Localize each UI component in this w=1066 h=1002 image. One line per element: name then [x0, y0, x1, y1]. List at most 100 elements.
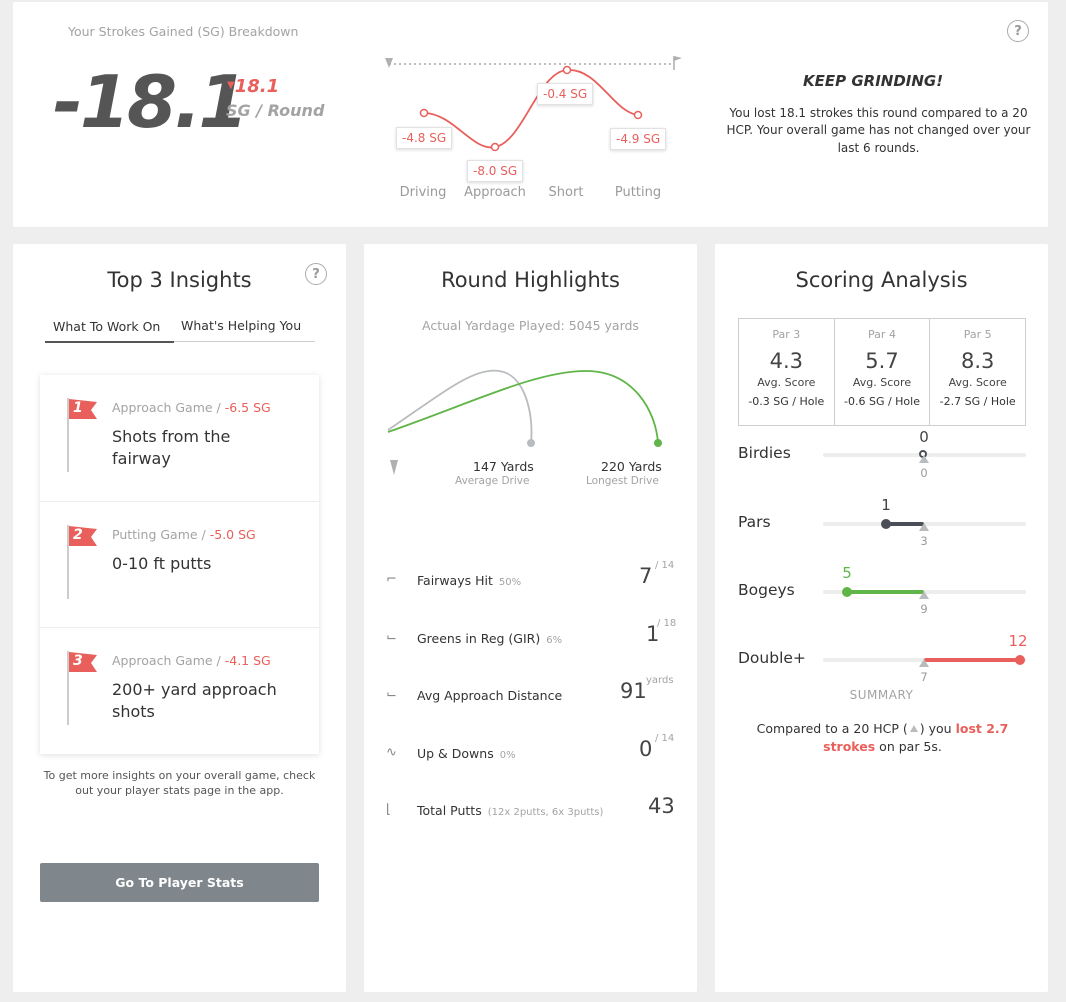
insights-list: 1 Approach Game / -6.5 SG Shots from the… — [40, 375, 319, 754]
double-plus-dot — [1015, 655, 1025, 665]
stat-pct: 50% — [498, 577, 522, 588]
tab-whats-helping-you[interactable]: What's Helping You — [181, 318, 302, 333]
stat-pct: 0% — [499, 750, 516, 761]
sg-curve-chart — [385, 56, 682, 152]
stat-value: 1 — [646, 622, 660, 646]
tab-active-indicator — [45, 341, 174, 343]
tee-icon — [385, 58, 393, 68]
bogeys-label: Bogeys — [738, 581, 795, 599]
pars-dot — [881, 519, 891, 529]
stat-sup: / 14 — [655, 560, 675, 571]
pars-value: 1 — [881, 496, 891, 514]
summary-label: SUMMARY — [849, 688, 914, 702]
stat-row-total-putts: ⌊ Total Putts (12x 2putts, 6x 3putts) 43 — [384, 794, 679, 826]
par-4-cell: Par 4 5.7 Avg. Score -0.6 SG / Hole — [833, 319, 930, 425]
sg-pill-approach: -8.0 SG — [467, 160, 524, 182]
birdies-benchmark: 0 — [920, 466, 928, 480]
insight-category-label: Approach Game / — [112, 400, 221, 415]
par-average-table: Par 3 4.3 Avg. Score -0.3 SG / Hole Par … — [738, 318, 1026, 426]
par-sg: -0.6 SG / Hole — [844, 395, 920, 408]
summary-prefix: Compared to a 20 HCP ( — [756, 721, 908, 736]
message-title: KEEP GRINDING! — [803, 72, 944, 90]
help-icon[interactable]: ? — [305, 263, 327, 285]
bogeys-dot — [842, 587, 852, 597]
double-plus-value: 12 — [1008, 632, 1028, 650]
insight-title: Shots from the fairway — [112, 427, 231, 468]
sg-delta: ▼18.1 — [227, 76, 279, 97]
stat-row-gir: ⌙ Greens in Reg (GIR) 6% 1 / 18 — [384, 618, 679, 654]
insight-category-label: Approach Game / — [112, 653, 221, 668]
summary-mid: ) you — [919, 721, 956, 736]
round-highlights-card: Round Highlights Actual Yardage Played: … — [364, 244, 697, 992]
stat-value: 7 — [639, 564, 653, 588]
tab-divider — [174, 341, 315, 342]
scoring-title: Scoring Analysis — [795, 268, 968, 292]
sg-pill-putting: -4.9 SG — [610, 128, 667, 150]
insight-category: Putting Game / -5.0 SG — [112, 527, 256, 542]
double-plus-benchmark-marker — [919, 659, 929, 667]
double-plus-benchmark: 7 — [920, 670, 928, 684]
longest-drive-dot — [654, 439, 662, 447]
par-name: Par 5 — [963, 328, 992, 341]
scoring-analysis-card: Scoring Analysis Par 3 4.3 Avg. Score -0… — [715, 244, 1048, 992]
pars-benchmark: 3 — [920, 534, 928, 548]
down-triangle-icon: ▼ — [227, 80, 235, 91]
stat-label: Greens in Reg (GIR) 6% — [417, 631, 562, 646]
stat-value: 0 — [639, 737, 653, 761]
bogeys-benchmark-marker — [919, 591, 929, 599]
stat-label: Up & Downs 0% — [417, 746, 516, 761]
stat-sup: / 18 — [657, 618, 677, 629]
stat-label-text: Total Putts — [417, 803, 482, 818]
par-avg: 8.3 — [960, 349, 995, 373]
flagpole-icon — [67, 651, 69, 725]
bogeys-bar — [847, 590, 924, 594]
insight-category-label: Putting Game / — [112, 527, 206, 542]
insight-title: 200+ yard approach shots — [112, 680, 277, 721]
stat-label: Avg Approach Distance — [417, 688, 562, 703]
longest-drive-value: 220 Yards — [601, 459, 662, 474]
stat-label-text: Fairways Hit — [417, 573, 493, 588]
sg-curve — [423, 69, 639, 149]
tab-what-to-work-on[interactable]: What To Work On — [53, 319, 161, 334]
double-plus-label: Double+ — [738, 649, 806, 667]
insights-title: Top 3 Insights — [107, 268, 252, 292]
stat-label-text: Up & Downs — [417, 746, 494, 761]
benchmark-triangle-icon — [909, 725, 918, 732]
go-to-player-stats-button[interactable]: Go To Player Stats — [40, 863, 319, 902]
stat-row-fairways: ⌐ Fairways Hit 50% 7 / 14 — [384, 560, 679, 596]
insights-card: Top 3 Insights ? What To Work On What's … — [13, 244, 346, 992]
sg-point-driving — [419, 108, 429, 118]
sg-pill-short: -0.4 SG — [537, 83, 594, 105]
par-sg: -2.7 SG / Hole — [939, 395, 1016, 408]
average-drive-arc — [387, 369, 533, 444]
longest-drive-arc — [387, 370, 659, 444]
stat-label-text: Avg Approach Distance — [417, 688, 563, 703]
birdies-value: 0 — [919, 428, 929, 446]
par-avg-label: Avg. Score — [948, 376, 1007, 389]
insights-footnote: To get more insights on your overall gam… — [43, 769, 316, 797]
red-flag-icon — [69, 399, 97, 419]
tee-icon — [390, 460, 398, 475]
insight-rank: 3 — [73, 653, 83, 669]
iron-icon: ⌙ — [386, 687, 397, 702]
sg-point-short — [562, 65, 572, 75]
insight-sg: -6.5 SG — [224, 400, 271, 415]
sg-pill-driving: -4.8 SG — [396, 127, 453, 149]
insight-rank: 2 — [73, 527, 83, 543]
stat-pct: (12x 2putts, 6x 3putts) — [487, 807, 604, 818]
sg-total-value: -18.1 — [53, 60, 249, 144]
sg-breakdown-title: Your Strokes Gained (SG) Breakdown — [68, 24, 299, 39]
par-sg: -0.3 SG / Hole — [748, 395, 825, 408]
stat-row-up-downs: ∿ Up & Downs 0% 0 / 14 — [384, 733, 679, 769]
summary-text: Compared to a 20 HCP () you lost 2.7 str… — [755, 720, 1010, 756]
help-icon[interactable]: ? — [1007, 20, 1029, 42]
axis-label-approach: Approach — [464, 185, 526, 200]
insight-item[interactable]: 2 Putting Game / -5.0 SG 0-10 ft putts — [40, 501, 319, 627]
sg-delta-value: 18.1 — [234, 76, 280, 97]
par-avg-label: Avg. Score — [757, 376, 816, 389]
insight-item[interactable]: 1 Approach Game / -6.5 SG Shots from the… — [40, 375, 319, 501]
highlights-title: Round Highlights — [441, 268, 620, 292]
average-drive-dot — [527, 439, 535, 447]
red-flag-icon — [69, 652, 97, 672]
insight-item[interactable]: 3 Approach Game / -4.1 SG 200+ yard appr… — [40, 627, 319, 753]
